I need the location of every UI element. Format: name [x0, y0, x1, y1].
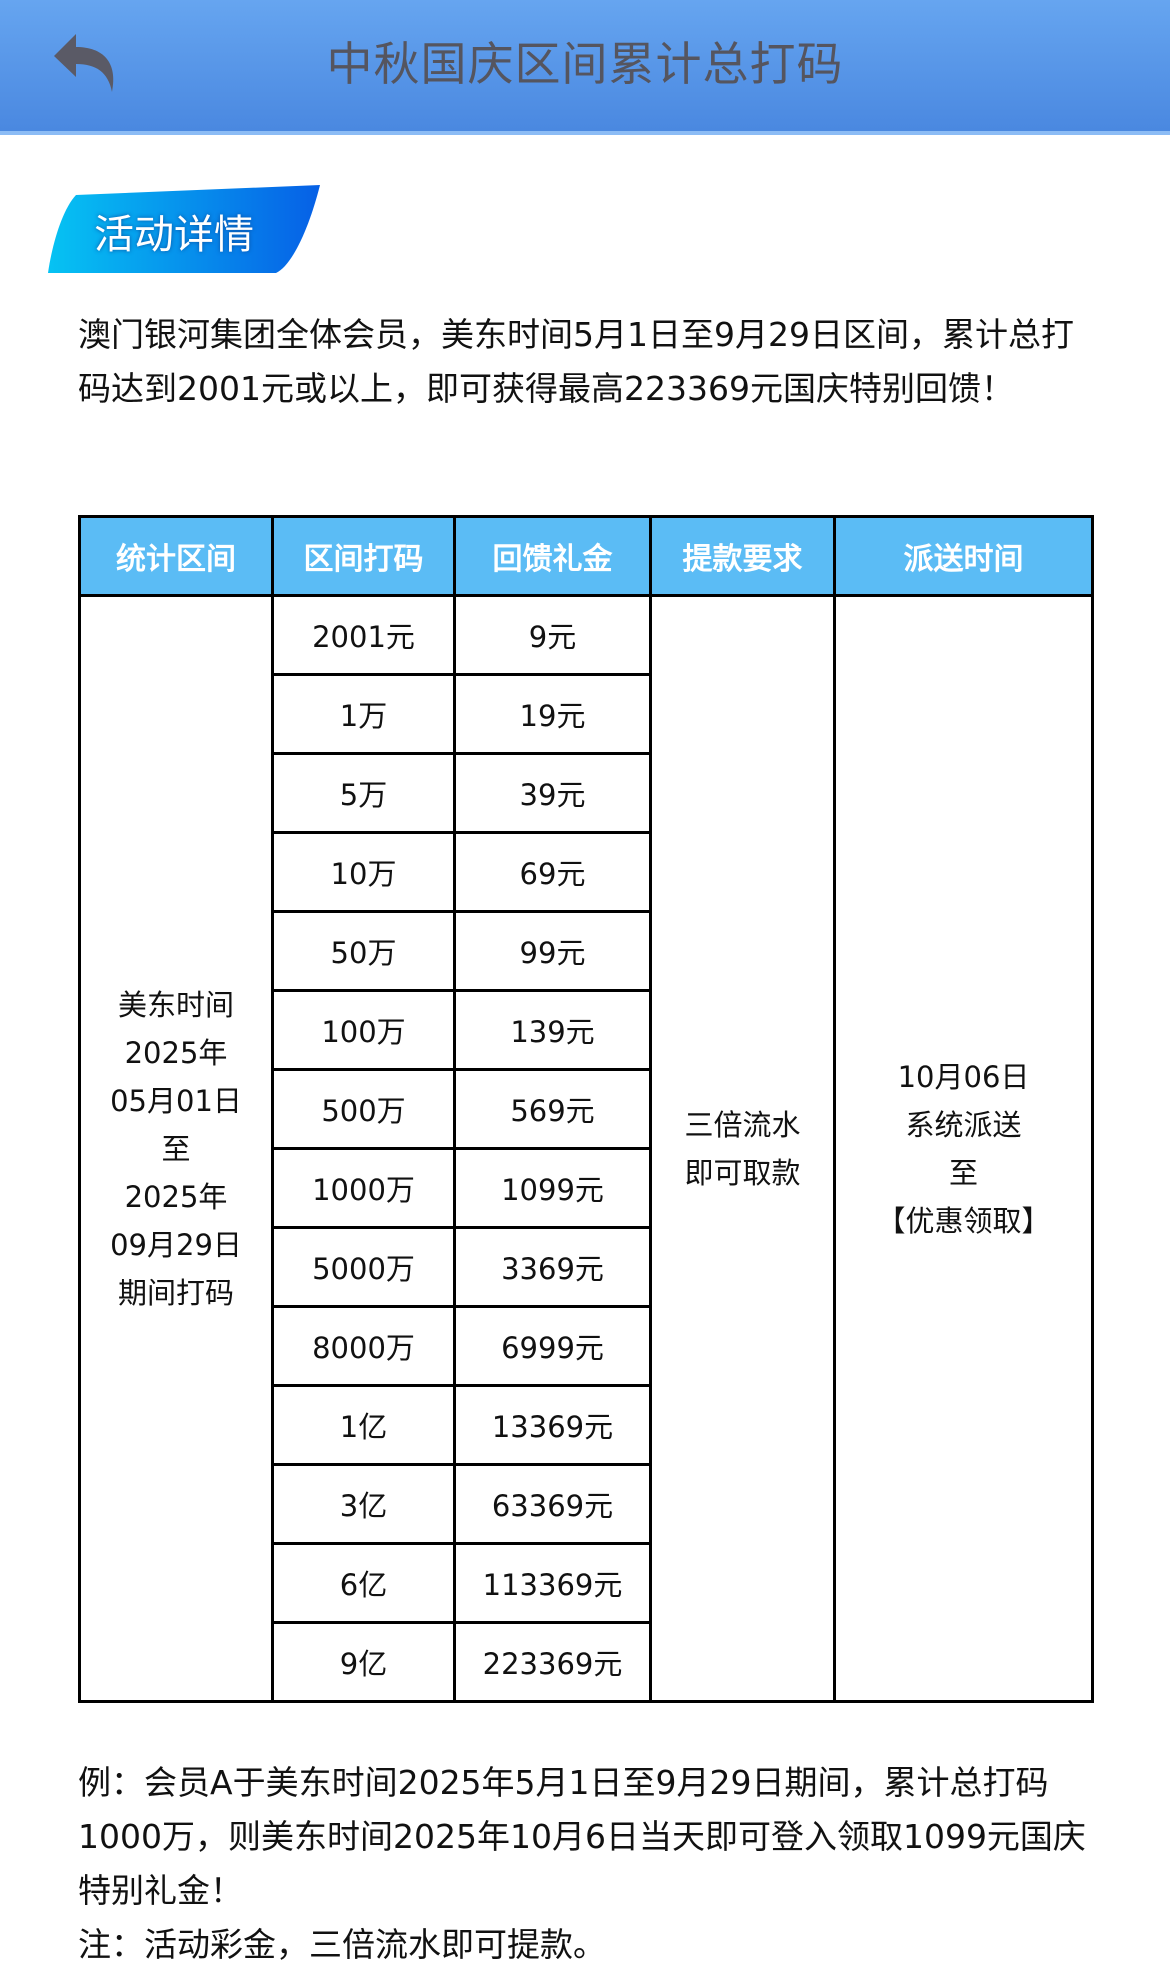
- delivery-cell-line: 至: [948, 1155, 978, 1190]
- bonus-cell: 1099元: [453, 1147, 652, 1229]
- period-cell-line: 09月29日: [110, 1227, 242, 1262]
- bet-cell: 500万: [271, 1068, 456, 1150]
- table-row: 美东时间 2025年 05月01日至 2025年 09月29日 期间打码 2001元 9元 三倍…: [78, 594, 1094, 1703]
- column-header: 提款要求: [649, 515, 836, 597]
- reward-table: 统计区间 区间打码 回馈礼金 提款要求 派送时间 美东时间 2025年 05月01日至 202…: [78, 515, 1094, 1703]
- table-row: 8000万 6999元: [80, 1305, 1093, 1387]
- table-row: 9亿 223369元: [80, 1621, 1093, 1703]
- bonus-cell: 39元: [453, 752, 652, 834]
- bonus-cell: 6999元: [453, 1305, 652, 1387]
- notes: 例：会员A于美东时间2025年5月1日至9月29日期间，累计总打码1000万，则…: [78, 1756, 1090, 1972]
- table-row: 3亿 63369元: [80, 1463, 1093, 1545]
- table-row: 5万 39元: [80, 752, 1093, 834]
- bonus-cell: 113369元: [453, 1542, 652, 1624]
- bet-cell: 8000万: [271, 1305, 456, 1387]
- table-row: 1亿 13369元: [80, 1384, 1093, 1466]
- bonus-cell: 63369元: [453, 1463, 652, 1545]
- withdraw-cell: 三倍流水 即可取款: [649, 594, 836, 1703]
- column-header: 区间打码: [271, 515, 456, 597]
- section-title: 活动详情: [94, 212, 254, 258]
- table-row: 1万 19元: [80, 673, 1093, 755]
- back-button[interactable]: [48, 30, 123, 95]
- bet-cell: 6亿: [271, 1542, 456, 1624]
- bonus-cell: 13369元: [453, 1384, 652, 1466]
- bet-cell: 1万: [271, 673, 456, 755]
- top-bar: 中秋国庆区间累计总打码: [0, 0, 1170, 135]
- table-row: 500万 569元: [80, 1068, 1093, 1150]
- table-row: 1000万 1099元: [80, 1147, 1093, 1229]
- bonus-cell: 3369元: [453, 1226, 652, 1308]
- period-cell-line: 期间打码: [117, 1275, 234, 1310]
- column-header: 派送时间: [833, 515, 1094, 597]
- period-cell-line: 至: [161, 1131, 191, 1166]
- bet-cell: 1000万: [271, 1147, 456, 1229]
- back-arrow-icon: [54, 34, 114, 92]
- period-cell-line: 美东时间: [117, 987, 234, 1022]
- bet-cell: 10万: [271, 831, 456, 913]
- table-row: 5000万 3369元: [80, 1226, 1093, 1308]
- example-text: 例：会员A于美东时间2025年5月1日至9月29日期间，累计总打码1000万，则…: [78, 1763, 1086, 1910]
- bet-cell: 5万: [271, 752, 456, 834]
- bonus-cell: 19元: [453, 673, 652, 755]
- period-cell: 美东时间 2025年 05月01日至 2025年 09月29日 期间打码: [78, 594, 274, 1703]
- delivery-cell-line: 【优惠领取】: [876, 1203, 1051, 1238]
- table-row: 100万 139元: [80, 989, 1093, 1071]
- column-header: 回馈礼金: [453, 515, 652, 597]
- bonus-cell: 69元: [453, 831, 652, 913]
- bonus-cell: 139元: [453, 989, 652, 1071]
- table-row: 50万 99元: [80, 910, 1093, 992]
- bet-cell: 5000万: [271, 1226, 456, 1308]
- period-cell-line: 2025年: [124, 1035, 228, 1070]
- delivery-cell: 10月06日 系统派送至【优惠领取】: [833, 594, 1094, 1703]
- remark-text: 注：活动彩金，三倍流水即可提款。: [78, 1925, 606, 1964]
- delivery-cell-line: 10月06日: [897, 1059, 1030, 1094]
- withdraw-cell-line: 三倍流水: [684, 1107, 801, 1142]
- bet-cell: 1亿: [271, 1384, 456, 1466]
- table-row: 10万 69元: [80, 831, 1093, 913]
- intro-text: 澳门银河集团全体会员，美东时间5月1日至9月29日区间，累计总打码达到2001元…: [78, 315, 1074, 408]
- column-header: 统计区间: [78, 515, 274, 597]
- bonus-cell: 99元: [453, 910, 652, 992]
- bet-cell: 2001元: [271, 594, 456, 676]
- bonus-cell: 223369元: [453, 1621, 652, 1703]
- bonus-cell: 569元: [453, 1068, 652, 1150]
- period-cell-line: 2025年: [124, 1179, 228, 1214]
- table-row: 6亿 113369元: [80, 1542, 1093, 1624]
- bet-cell: 50万: [271, 910, 456, 992]
- withdraw-cell-line: 即可取款: [684, 1155, 801, 1190]
- delivery-cell-line: 系统派送: [905, 1107, 1022, 1142]
- period-cell-line: 05月01日: [110, 1083, 242, 1118]
- page-title: 中秋国庆区间累计总打码: [326, 37, 844, 91]
- section-badge-shape: [48, 185, 320, 273]
- bet-cell: 3亿: [271, 1463, 456, 1545]
- bet-cell: 9亿: [271, 1621, 456, 1703]
- bonus-cell: 9元: [453, 594, 652, 676]
- bet-cell: 100万: [271, 989, 456, 1071]
